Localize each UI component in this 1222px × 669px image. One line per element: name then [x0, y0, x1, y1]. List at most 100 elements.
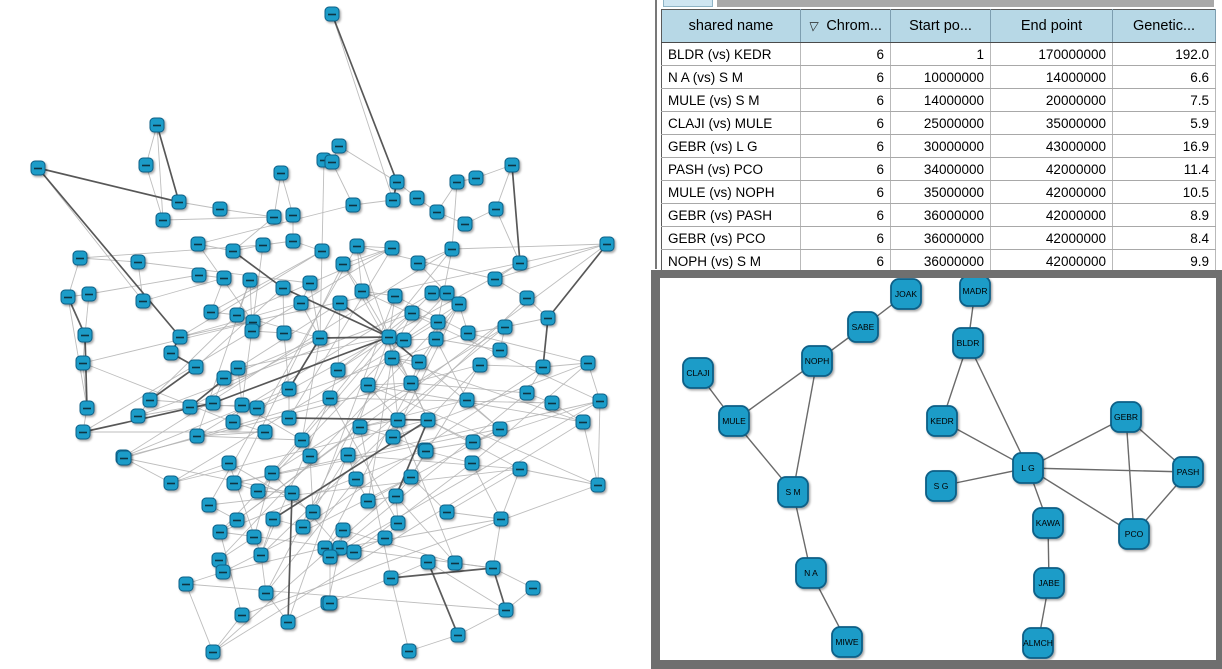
table-row[interactable]: NOPH (vs) S M 6 36000000 42000000 9.9	[661, 249, 1216, 273]
network-node[interactable]	[429, 204, 445, 220]
network-node[interactable]	[234, 607, 250, 623]
network-node[interactable]	[512, 461, 528, 477]
network-node[interactable]	[512, 255, 528, 271]
network-node-MADR[interactable]: MADR	[959, 278, 991, 307]
network-node[interactable]	[575, 414, 591, 430]
network-node[interactable]	[385, 192, 401, 208]
network-node[interactable]	[354, 283, 370, 299]
node-shape[interactable]	[1110, 401, 1142, 433]
cell-value[interactable]: 8.9	[1112, 203, 1216, 227]
table-row[interactable]: MULE (vs) NOPH 6 35000000 42000000 10.5	[661, 180, 1216, 204]
cell-shared-name[interactable]: GEBR (vs) PCO	[661, 226, 801, 250]
column-header-chrom[interactable]: ▽ Chrom...	[800, 9, 891, 43]
network-node[interactable]	[305, 504, 321, 520]
network-node[interactable]	[229, 307, 245, 323]
network-node[interactable]	[322, 390, 338, 406]
network-node[interactable]	[253, 547, 269, 563]
network-node[interactable]	[225, 243, 241, 259]
cell-value[interactable]: 6	[800, 111, 891, 135]
network-node[interactable]	[212, 524, 228, 540]
network-node[interactable]	[302, 275, 318, 291]
cell-value[interactable]: 1	[890, 42, 991, 66]
cell-value[interactable]: 6	[800, 157, 891, 181]
network-node[interactable]	[449, 174, 465, 190]
cell-value[interactable]: 7.5	[1112, 88, 1216, 112]
network-node[interactable]	[519, 385, 535, 401]
network-node[interactable]	[75, 355, 91, 371]
cell-value[interactable]: 170000000	[990, 42, 1113, 66]
network-node[interactable]	[420, 554, 436, 570]
network-node[interactable]	[295, 519, 311, 535]
network-node[interactable]	[189, 428, 205, 444]
network-node[interactable]	[457, 216, 473, 232]
network-node[interactable]	[485, 560, 501, 576]
network-node[interactable]	[444, 241, 460, 257]
network-node[interactable]	[258, 585, 274, 601]
network-node[interactable]	[580, 355, 596, 371]
network-node[interactable]	[420, 412, 436, 428]
network-node[interactable]	[322, 549, 338, 565]
network-node[interactable]	[384, 350, 400, 366]
table-row[interactable]: GEBR (vs) PASH 6 36000000 42000000 8.9	[661, 203, 1216, 227]
cell-value[interactable]: 9.9	[1112, 249, 1216, 273]
network-node[interactable]	[388, 488, 404, 504]
network-node[interactable]	[488, 201, 504, 217]
cell-value[interactable]: 42000000	[990, 180, 1113, 204]
cell-value[interactable]: 6	[800, 65, 891, 89]
node-shape[interactable]	[890, 278, 922, 310]
network-node[interactable]	[544, 395, 560, 411]
network-node[interactable]	[285, 207, 301, 223]
network-node[interactable]	[255, 237, 271, 253]
network-node[interactable]	[381, 329, 397, 345]
network-node[interactable]	[439, 285, 455, 301]
table-row[interactable]: MULE (vs) S M 6 14000000 20000000 7.5	[661, 88, 1216, 112]
network-node[interactable]	[349, 238, 365, 254]
cell-value[interactable]: 6	[800, 134, 891, 158]
cell-value[interactable]: 11.4	[1112, 157, 1216, 181]
network-node[interactable]	[450, 627, 466, 643]
cell-value[interactable]: 6	[800, 88, 891, 112]
network-edge-GEBR-PCO[interactable]	[1125, 416, 1135, 535]
network-node[interactable]	[250, 483, 266, 499]
network-node[interactable]	[130, 254, 146, 270]
network-node[interactable]	[142, 392, 158, 408]
network-node[interactable]	[377, 530, 393, 546]
cell-value[interactable]: 30000000	[890, 134, 991, 158]
network-node[interactable]	[497, 319, 513, 335]
network-node[interactable]	[340, 447, 356, 463]
network-node[interactable]	[171, 194, 187, 210]
network-node[interactable]	[275, 280, 291, 296]
network-node[interactable]	[493, 511, 509, 527]
network-node[interactable]	[322, 595, 338, 611]
network-node[interactable]	[599, 236, 615, 252]
network-node-KEDR[interactable]: KEDR	[926, 405, 958, 437]
cell-value[interactable]: 6	[800, 42, 891, 66]
network-node[interactable]	[410, 255, 426, 271]
network-node[interactable]	[79, 400, 95, 416]
network-node[interactable]	[403, 469, 419, 485]
node-shape[interactable]	[959, 278, 991, 307]
network-node[interactable]	[138, 157, 154, 173]
network-node[interactable]	[257, 424, 273, 440]
network-node[interactable]	[348, 471, 364, 487]
cell-value[interactable]: 14000000	[990, 65, 1113, 89]
cell-value[interactable]: 34000000	[890, 157, 991, 181]
table-row[interactable]: CLAJI (vs) MULE 6 25000000 35000000 5.9	[661, 111, 1216, 135]
cell-shared-name[interactable]: MULE (vs) S M	[661, 88, 801, 112]
network-node-NOPH[interactable]: NOPH	[801, 345, 833, 377]
network-node[interactable]	[226, 475, 242, 491]
column-header-startpo[interactable]: Start po...	[890, 9, 991, 43]
network-node[interactable]	[116, 450, 132, 466]
network-node[interactable]	[182, 399, 198, 415]
table-row[interactable]: N A (vs) S M 6 10000000 14000000 6.6	[661, 65, 1216, 89]
network-node[interactable]	[293, 295, 309, 311]
network-node[interactable]	[396, 332, 412, 348]
column-header-sharedname[interactable]: shared name	[661, 9, 801, 43]
network-node[interactable]	[205, 395, 221, 411]
network-node[interactable]	[205, 644, 221, 660]
network-node[interactable]	[281, 410, 297, 426]
network-node[interactable]	[281, 381, 297, 397]
cell-value[interactable]: 42000000	[990, 203, 1113, 227]
network-node[interactable]	[284, 485, 300, 501]
network-node[interactable]	[401, 643, 417, 659]
